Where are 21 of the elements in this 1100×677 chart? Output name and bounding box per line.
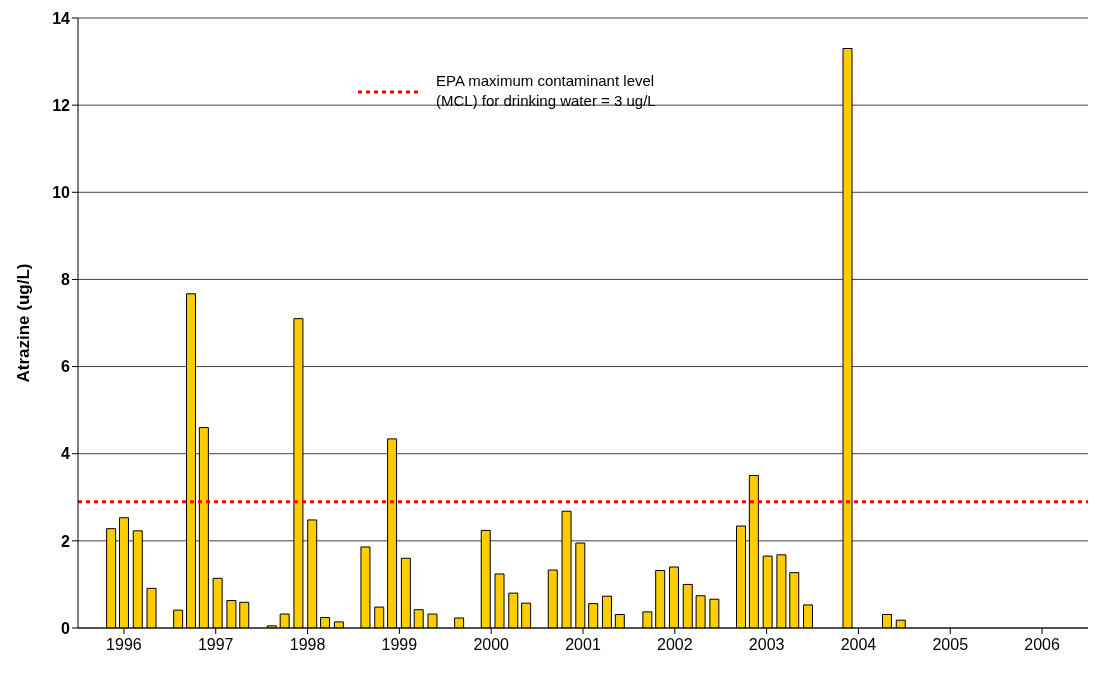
x-tick-label: 2002 [657, 636, 693, 653]
y-tick-label: 2 [61, 532, 71, 550]
y-tick-label: 12 [52, 96, 71, 114]
y-tick-label: 6 [61, 358, 71, 376]
y-tick-label: 10 [52, 183, 71, 201]
x-tick-label: 1998 [289, 636, 326, 653]
y-axis-title: Atrazine (ug/L) [14, 263, 34, 383]
legend-label: EPA maximum contaminant level (MCL) for drinking water = 3 ug/L [436, 72, 656, 109]
x-tick-label: 2003 [748, 636, 785, 653]
x-tick-label: 1997 [197, 636, 234, 653]
y-tick-label: 4 [61, 445, 71, 463]
y-tick-label: 0 [61, 619, 71, 637]
y-tick-label: 8 [61, 271, 71, 289]
x-tick-label: 1999 [381, 636, 418, 653]
x-tick-label: 2005 [932, 636, 969, 653]
y-tick-label: 14 [52, 9, 71, 27]
x-tick-label: 1996 [106, 636, 142, 653]
x-tick-label: 2006 [1024, 636, 1060, 653]
x-tick-label: 2000 [473, 636, 510, 653]
x-tick-label: 2001 [565, 636, 601, 653]
x-tick-label: 2004 [840, 636, 877, 653]
